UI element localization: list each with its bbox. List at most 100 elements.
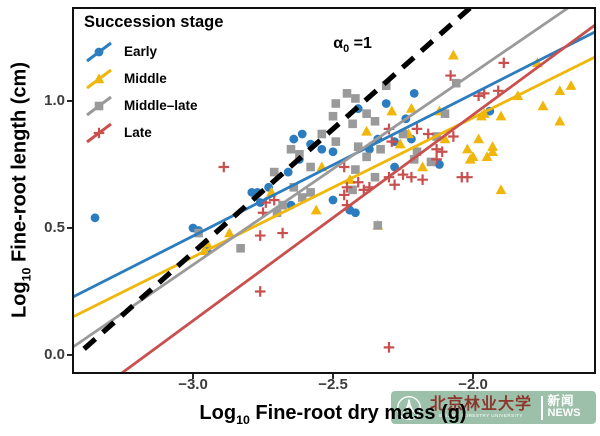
data-point-late: [341, 182, 353, 193]
data-point-middle_late: [269, 167, 279, 177]
legend-key-plus-icon: [86, 122, 112, 143]
data-point-late: [352, 176, 364, 188]
data-point-late: [268, 194, 280, 206]
data-point-middle: [487, 146, 499, 156]
data-point-middle_late: [373, 221, 383, 230]
legend-label: Late: [124, 125, 152, 140]
data-point-early: [283, 167, 293, 177]
data-point-middle: [394, 138, 406, 149]
data-point-middle_late: [426, 157, 436, 167]
legend-title: Succession stage: [84, 13, 224, 31]
data-point-late: [277, 227, 288, 239]
news-label-cn: 新闻: [547, 394, 575, 409]
data-point-middle_late: [398, 129, 408, 139]
x-tick-label: −2.0: [458, 376, 488, 393]
data-point-middle: [476, 110, 487, 121]
data-point-middle_late: [236, 243, 245, 253]
data-point-late: [436, 146, 448, 158]
y-tick-label: 0.0: [44, 345, 65, 363]
data-point-early: [328, 147, 338, 157]
watermark-banner: 北京林业大学 BEIJING FORESTRY UNIVERSITY 新闻 NE…: [391, 391, 596, 424]
legend-item-late: Late: [84, 119, 223, 146]
data-point-late: [386, 136, 398, 147]
legend-label: Middle: [124, 71, 167, 86]
data-point-middle_late: [381, 81, 391, 91]
data-point-early: [351, 208, 360, 218]
data-point-middle_late: [440, 109, 450, 118]
legend-label: Early: [124, 44, 158, 59]
data-point-middle_late: [286, 144, 296, 154]
y-axis-title: Log10 Fine-root length (cm): [8, 62, 34, 318]
data-point-early: [381, 99, 391, 108]
data-point-late: [338, 161, 350, 173]
data-point-middle: [417, 161, 429, 172]
data-point-late: [397, 169, 409, 180]
data-point-early: [297, 129, 307, 139]
data-point-late: [462, 171, 473, 183]
legend-label: Middle–late: [124, 98, 198, 113]
regression-line-early: [73, 30, 595, 299]
isometric-reference-line: [82, 8, 472, 351]
legend-item-middle: Middle: [84, 65, 223, 92]
data-point-late: [411, 123, 423, 135]
news-label-block: 新闻 NEWS: [548, 395, 581, 420]
data-point-middle: [310, 204, 322, 215]
data-point-late: [431, 154, 442, 165]
panel-border: [72, 7, 596, 374]
data-point-middle: [495, 110, 507, 121]
regression-line-middle: [73, 55, 595, 319]
x-tick-label: −3.0: [178, 376, 208, 393]
data-point-late: [389, 179, 400, 191]
x-tick-label: −2.5: [318, 376, 348, 393]
data-point-late: [445, 70, 456, 81]
data-point-middle_late: [297, 193, 307, 202]
data-point-early: [289, 134, 299, 144]
data-point-late: [254, 286, 266, 297]
university-name-cn: 北京林业大学: [429, 395, 532, 413]
data-point-late: [338, 189, 350, 201]
data-point-middle_late: [362, 152, 371, 162]
data-point-middle: [473, 133, 485, 144]
data-point-middle_late: [306, 188, 315, 197]
data-point-middle_late: [272, 208, 282, 218]
data-point-middle_late: [295, 150, 304, 159]
data-point-late: [492, 85, 504, 97]
data-point-middle_late: [412, 147, 422, 157]
data-point-middle: [467, 151, 479, 162]
data-point-late: [254, 230, 266, 241]
legend: Succession stage Early Middle Middle–late L…: [84, 13, 223, 146]
y-tick-label: 1.0: [44, 91, 65, 109]
data-point-late: [448, 131, 459, 142]
data-point-middle_late: [342, 89, 352, 98]
data-point-middle_late: [348, 185, 357, 195]
data-point-early: [317, 144, 327, 154]
data-point-late: [422, 128, 434, 140]
data-point-middle_late: [306, 162, 315, 172]
data-point-middle_late: [351, 94, 360, 103]
regression-line-middle_late: [73, 8, 569, 349]
data-point-late: [431, 143, 442, 155]
legend-item-middle_late: Middle–late: [84, 92, 223, 119]
data-point-middle: [537, 100, 549, 111]
data-point-late: [406, 171, 417, 183]
data-point-middle_late: [328, 111, 338, 121]
data-point-middle: [439, 133, 451, 144]
university-name-en: BEIJING FORESTRY UNIVERSITY: [439, 412, 523, 418]
data-point-late: [218, 161, 230, 173]
data-point-middle_late: [317, 129, 327, 139]
watermark-divider: [541, 395, 543, 420]
data-point-early: [409, 88, 419, 98]
legend-item-early: Early: [84, 38, 223, 65]
data-point-middle: [565, 80, 577, 90]
data-point-late: [383, 342, 395, 353]
university-name-block: 北京林业大学 BEIJING FORESTRY UNIVERSITY: [425, 395, 537, 419]
data-point-middle_late: [370, 116, 380, 126]
data-point-middle_late: [348, 119, 357, 129]
data-point-late: [478, 88, 490, 99]
data-point-middle_late: [351, 165, 360, 174]
data-point-early: [90, 213, 100, 223]
data-point-middle_late: [362, 109, 371, 118]
data-point-middle_late: [289, 183, 299, 192]
